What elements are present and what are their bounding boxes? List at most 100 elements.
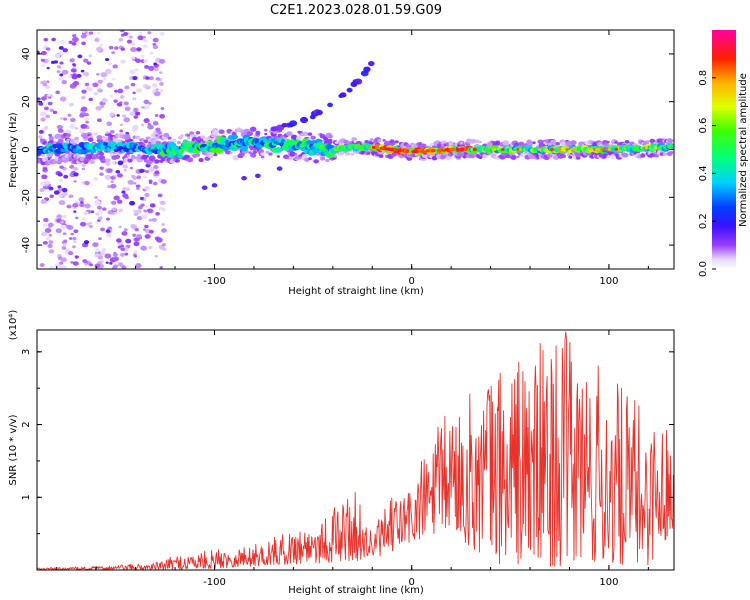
- heatmap-cell: [155, 211, 160, 216]
- heatmap-cell: [99, 43, 103, 47]
- heatmap-cell: [153, 175, 158, 179]
- heatmap-cell: [113, 211, 118, 215]
- heatmap-cell: [102, 77, 107, 81]
- heatmap-cell: [114, 46, 119, 50]
- heatmap-cell: [295, 135, 302, 141]
- heatmap-cell: [229, 151, 233, 154]
- heatmap-cell: [88, 224, 93, 229]
- heatmap-cell: [224, 149, 231, 155]
- heatmap-cell: [649, 138, 656, 144]
- heatmap-cell: [382, 139, 386, 142]
- heatmap-cell: [133, 209, 137, 213]
- heatmap-cell: [81, 95, 86, 100]
- heatmap-cell: [119, 123, 124, 127]
- heatmap-cell: [153, 165, 159, 170]
- heatmap-cell: [288, 156, 294, 161]
- heatmap-cell: [151, 83, 158, 88]
- heatmap-cell: [325, 158, 330, 163]
- heatmap-cell: [70, 68, 77, 73]
- heatmap-cell: [315, 109, 323, 116]
- heatmap-cell: [38, 102, 44, 106]
- heatmap-cell: [118, 37, 124, 42]
- heatmap-cell: [119, 30, 125, 33]
- heatmap-cell: [59, 96, 67, 102]
- heatmap-cell: [88, 97, 94, 102]
- heatmap-cell: [250, 153, 257, 158]
- heatmap-cell: [136, 175, 142, 180]
- heatmap-cell: [60, 224, 67, 230]
- heatmap-cell: [124, 195, 129, 200]
- heatmap-cell: [669, 151, 674, 155]
- heatmap-cell: [207, 152, 214, 159]
- heatmap-cell: [520, 152, 526, 157]
- heatmap-cell: [73, 229, 79, 234]
- heatmap-cell: [61, 265, 67, 269]
- heatmap-cell: [123, 168, 128, 172]
- heatmap-y-ticks: -40 -20 0 20 40: [21, 29, 674, 270]
- heatmap-cell: [96, 139, 101, 143]
- heatmap-cell: [39, 187, 45, 192]
- heatmap-cell: [136, 47, 142, 52]
- heatmap-cell: [120, 247, 126, 252]
- heatmap-cell: [122, 187, 127, 191]
- heatmap-cell: [72, 80, 80, 86]
- heatmap-cell: [86, 61, 92, 65]
- heatmap-cell: [47, 243, 53, 249]
- heatmap-cell: [594, 148, 599, 151]
- heatmap-cell: [63, 239, 68, 243]
- heatmap-cell: [495, 140, 501, 145]
- heatmap-cell: [80, 201, 84, 204]
- heatmap-cell: [60, 257, 67, 263]
- heatmap-cell: [132, 233, 137, 237]
- heatmap-cell: [47, 101, 53, 106]
- heatmap-cell: [59, 261, 64, 265]
- heatmap-cell: [155, 77, 160, 81]
- heatmap-cell: [133, 115, 139, 119]
- heatmap-cell: [334, 141, 339, 145]
- heatmap-cell: [43, 217, 49, 223]
- snr-y-axis-label: SNR (10 * v/v): [8, 414, 19, 485]
- colorbar: 0.0 0.2 0.4 0.6 0.8 Normalized spectral ampl…: [698, 30, 749, 277]
- heatmap-cell: [127, 179, 134, 185]
- heatmap-cell: [148, 102, 152, 105]
- heatmap-cell: [104, 174, 112, 180]
- heatmap-cell: [350, 152, 355, 156]
- heatmap-cell: [117, 173, 123, 178]
- heatmap-cell: [61, 246, 67, 250]
- heatmap-cell: [526, 139, 533, 145]
- heatmap-cell: [100, 260, 104, 263]
- heatmap-cell: [98, 88, 104, 93]
- heatmap-y-tick-label: -20: [21, 189, 32, 205]
- heatmap-cell: [61, 69, 69, 75]
- heatmap-cell: [561, 154, 567, 158]
- heatmap-cell: [148, 167, 155, 173]
- heatmap-cell: [148, 76, 155, 81]
- heatmap-cell: [363, 66, 371, 73]
- heatmap-cell: [66, 204, 72, 209]
- heatmap-cell: [101, 98, 108, 103]
- heatmap-cell: [44, 227, 52, 233]
- heatmap-cell: [40, 117, 46, 122]
- heatmap-cell: [66, 224, 72, 229]
- snr-x-tick-label: -100: [203, 577, 226, 588]
- heatmap-cell: [120, 47, 125, 51]
- heatmap-cell: [110, 211, 116, 215]
- heatmap-cell: [139, 168, 145, 173]
- snr-x-tick-label: 0: [409, 577, 415, 588]
- heatmap-cell: [306, 140, 312, 145]
- heatmap-cell: [148, 65, 155, 71]
- heatmap-cell: [140, 138, 145, 142]
- heatmap-cell: [260, 155, 265, 159]
- heatmap-cell: [112, 252, 118, 257]
- heatmap-cell: [444, 148, 449, 152]
- heatmap-cell: [135, 88, 142, 93]
- heatmap-cell: [106, 168, 113, 173]
- heatmap-cell: [113, 174, 118, 178]
- heatmap-cell: [135, 263, 142, 269]
- heatmap-cell: [144, 193, 150, 198]
- heatmap-cell: [94, 263, 101, 269]
- heatmap-cell: [59, 220, 64, 224]
- heatmap-cell: [449, 141, 455, 145]
- heatmap-cell: [140, 123, 145, 127]
- heatmap-cell: [607, 148, 612, 151]
